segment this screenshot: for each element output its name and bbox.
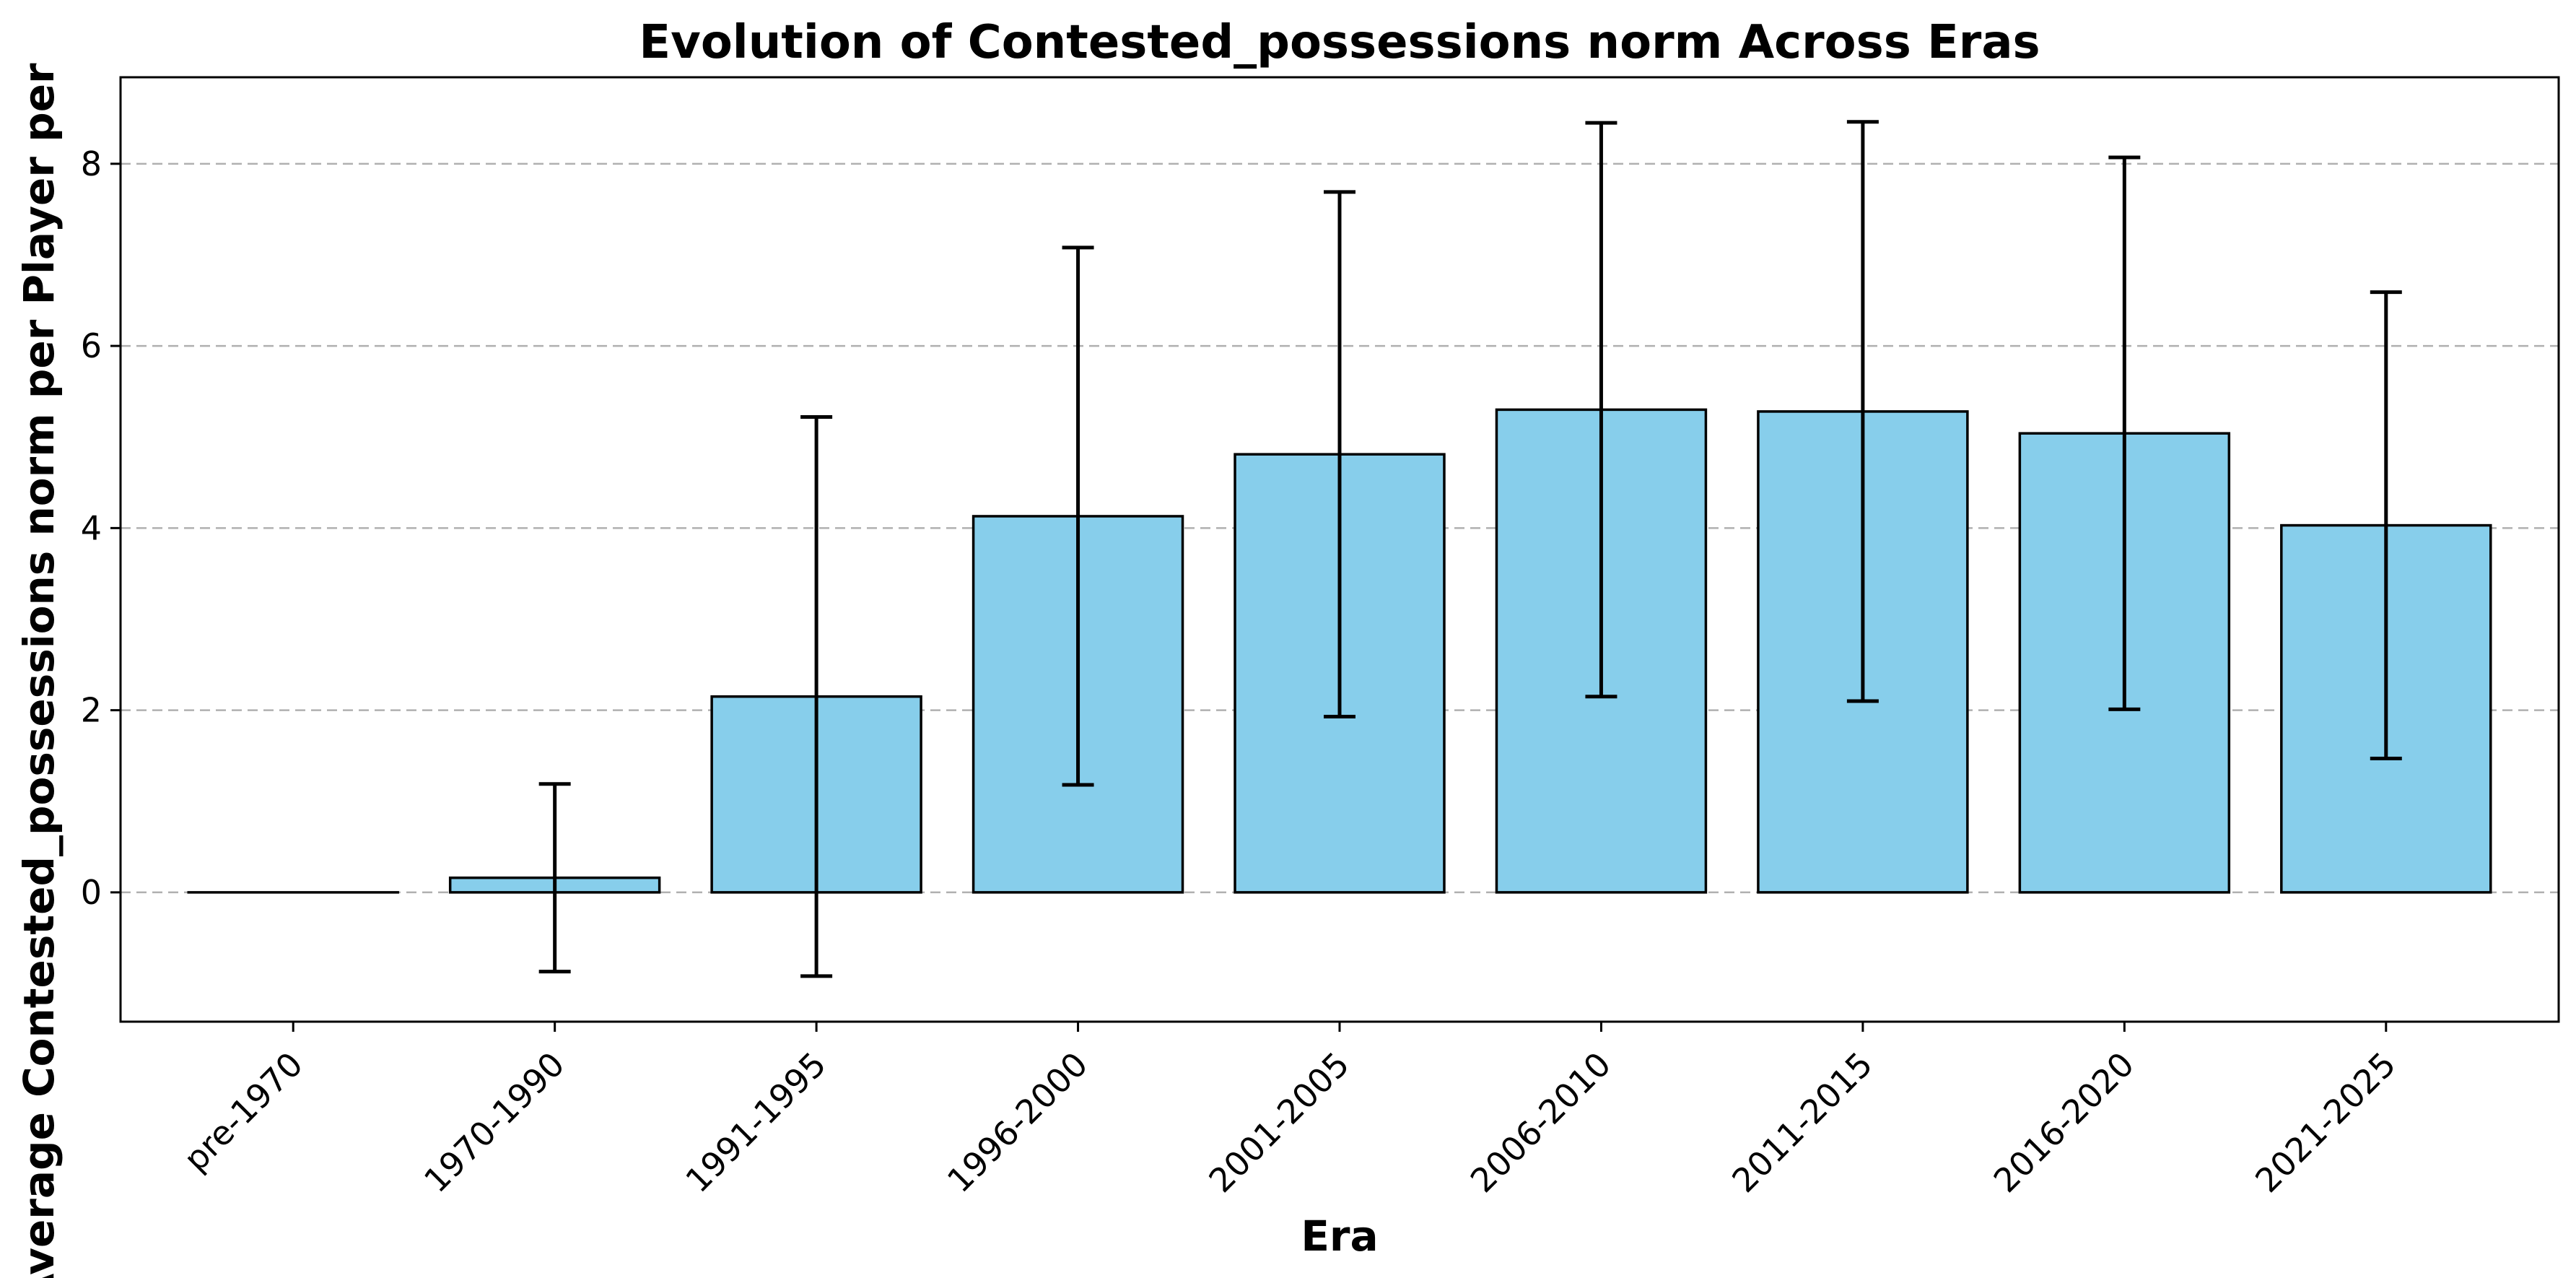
y-tick-label: 0	[81, 873, 102, 912]
error-bar-2001-2005	[1324, 190, 1355, 718]
error-bar-1970-1990	[538, 782, 571, 974]
x-axis-label: Era	[1301, 1212, 1378, 1261]
error-bar-1996-2000	[1062, 245, 1094, 787]
error-bar-1991-1995	[800, 414, 833, 978]
x-tick-label: 2001-2005	[1201, 1045, 1356, 1200]
x-tick-label: 2006-2010	[1463, 1045, 1618, 1200]
x-tick-label: 1996-2000	[940, 1045, 1095, 1200]
x-tick-label: 1991-1995	[678, 1045, 833, 1200]
y-tick-label: 4	[81, 508, 102, 547]
y-axis-label: Average Contested_possessions norm per P…	[14, 63, 64, 1278]
y-tick-label: 6	[81, 326, 102, 365]
x-tick-label: 2016-2020	[1986, 1045, 2141, 1200]
error-bar-2011-2015	[1846, 120, 1879, 703]
error-bar-2016-2020	[2108, 155, 2141, 711]
error-bar-2006-2010	[1585, 121, 1617, 699]
y-axis-ticks: 0 2 4 6 8	[81, 144, 121, 912]
chart-title: Evolution of Contested_possessions norm …	[639, 16, 2040, 69]
bars	[187, 408, 2492, 894]
x-axis-ticks: pre-1970 1970-1990 1991-1995 1996-2000 2001-…	[176, 1022, 2403, 1200]
y-tick-label: 2	[81, 691, 102, 730]
x-tick-label: pre-1970	[176, 1045, 310, 1179]
error-bars	[538, 120, 2402, 978]
x-tick-label: 1970-1990	[416, 1045, 572, 1200]
x-tick-label: 2011-2015	[1724, 1045, 1879, 1200]
y-tick-label: 8	[81, 144, 102, 183]
x-tick-label: 2021-2025	[2248, 1045, 2403, 1200]
error-bar-2021-2025	[2370, 290, 2402, 760]
